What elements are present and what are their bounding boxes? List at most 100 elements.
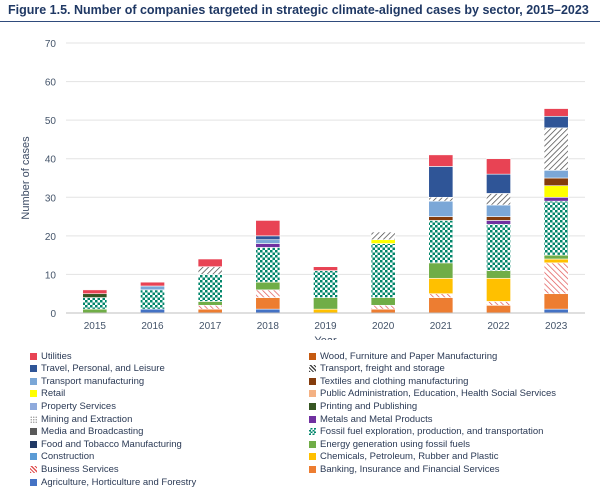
legend-item: Property Services: [30, 400, 116, 412]
x-axis-title: Year: [314, 335, 337, 340]
legend-label: Fossil fuel exploration, production, and…: [320, 426, 544, 438]
legend-item: Chemicals, Petroleum, Rubber and Plastic: [309, 451, 498, 463]
y-tick-label: 40: [45, 155, 57, 166]
bar-segment: [313, 270, 338, 298]
legend-swatch: [30, 377, 37, 385]
legend-label: Utilities: [41, 350, 72, 362]
legend-swatch: [30, 440, 37, 448]
legend-swatch: [309, 453, 316, 461]
legend-item: Mining and Extraction: [30, 413, 132, 425]
legend-label: Transport manufacturing: [41, 375, 145, 387]
legend-label: Public Administration, Education, Health…: [320, 388, 557, 400]
x-tick-label: 2015: [84, 321, 107, 332]
legend-item: Agriculture, Horticulture and Forestry: [30, 476, 196, 488]
legend-label: Media and Broadcasting: [41, 426, 144, 438]
bar-segment: [197, 258, 223, 268]
y-tick-label: 70: [45, 39, 57, 50]
y-tick-label: 60: [45, 78, 57, 89]
bar-segment: [486, 223, 511, 271]
legend-item: Printing and Publishing: [309, 400, 417, 412]
x-tick-label: 2018: [257, 321, 280, 332]
legend-swatch: [30, 402, 37, 410]
legend-label: Textiles and clothing manufacturing: [320, 375, 469, 387]
figure-title: Figure 1.5. Number of companies targeted…: [8, 3, 589, 17]
legend-swatch: [30, 415, 37, 423]
legend-item: Business Services: [30, 463, 119, 475]
bar-segment: [543, 108, 569, 117]
legend-item: Public Administration, Education, Health…: [309, 388, 556, 400]
legend-label: Banking, Insurance and Financial Service…: [320, 463, 500, 475]
bar-segment: [313, 266, 338, 271]
bar-segment: [140, 281, 165, 287]
legend-item: Utilities: [30, 350, 72, 362]
legend-label: Retail: [41, 388, 66, 400]
x-tick-label: 2019: [314, 321, 337, 332]
legend-item: Textiles and clothing manufacturing: [309, 375, 468, 387]
x-tick-label: 2016: [141, 321, 164, 332]
y-tick-label: 10: [45, 270, 57, 281]
legend-item: Transport manufacturing: [30, 375, 144, 387]
legend-label: Property Services: [41, 400, 116, 412]
bar-segment: [82, 289, 108, 295]
legend-label: Energy generation using fossil fuels: [320, 438, 470, 450]
legend-item: Metals and Metal Products: [309, 413, 432, 425]
legend-item: Food and Tobacco Manufacturing: [30, 438, 182, 450]
legend-item: Transport, freight and storage: [309, 363, 445, 375]
x-tick-label: 2023: [545, 321, 568, 332]
legend-swatch: [309, 390, 316, 398]
bar-segment: [428, 166, 454, 198]
bar-segment: [370, 231, 396, 241]
legend-label: Construction: [41, 451, 95, 463]
y-tick-label: 0: [50, 309, 56, 320]
bar-segment: [370, 243, 396, 298]
y-axis-title: Number of cases: [20, 136, 32, 220]
bar-segment: [428, 154, 454, 167]
legend-label: Chemicals, Petroleum, Rubber and Plastic: [320, 451, 499, 463]
legend-item: Construction: [30, 451, 94, 463]
legend-swatch: [30, 428, 37, 436]
y-tick-label: 50: [45, 116, 57, 127]
legend-label: Printing and Publishing: [320, 400, 418, 412]
y-tick-label: 20: [45, 232, 57, 243]
bar-segment: [543, 127, 569, 171]
legend-item: Travel, Personal, and Leisure: [30, 363, 165, 375]
legend-swatch: [309, 428, 316, 436]
legend-swatch: [309, 415, 316, 423]
legend-swatch: [30, 390, 37, 398]
legend-swatch: [309, 402, 316, 410]
legend-swatch: [30, 365, 37, 373]
legend-label: Mining and Extraction: [41, 413, 133, 425]
bar-segment: [486, 158, 511, 175]
legend-swatch: [309, 352, 316, 360]
legend-swatch: [30, 478, 37, 486]
legend-label: Transport, freight and storage: [320, 363, 445, 375]
legend-swatch: [309, 465, 316, 473]
legend-label: Agriculture, Horticulture and Forestry: [41, 476, 197, 488]
bar-segment: [197, 274, 223, 302]
legend-swatch: [30, 465, 37, 473]
legend-swatch: [30, 453, 37, 461]
x-tick-label: 2020: [372, 321, 395, 332]
x-tick-label: 2022: [487, 321, 510, 332]
bar-segment: [255, 220, 281, 237]
legend-label: Food and Tobacco Manufacturing: [41, 438, 182, 450]
bar-segment: [543, 262, 569, 295]
stacked-bar-chart: 0 10 20 30 40 50 60 70 2015 2016 2017 2018 2019 2020 2…: [20, 39, 585, 340]
x-tick-label: 2017: [199, 321, 222, 332]
legend-label: Travel, Personal, and Leisure: [41, 363, 165, 375]
legend-item: Fossil fuel exploration, production, and…: [309, 426, 543, 438]
legend-item: Wood, Furniture and Paper Manufacturing: [309, 350, 497, 362]
legend-swatch: [309, 440, 316, 448]
legend-item: Energy generation using fossil fuels: [309, 438, 470, 450]
legend-label: Business Services: [41, 463, 119, 475]
y-tick-label: 30: [45, 193, 57, 204]
legend-label: Metals and Metal Products: [320, 413, 433, 425]
legend-swatch: [30, 352, 37, 360]
legend-item: Banking, Insurance and Financial Service…: [309, 463, 500, 475]
legend-item: Media and Broadcasting: [30, 426, 143, 438]
legend-swatch: [309, 377, 316, 385]
legend-swatch: [309, 365, 316, 373]
bar-segment: [543, 200, 569, 256]
title-divider: [0, 21, 600, 22]
